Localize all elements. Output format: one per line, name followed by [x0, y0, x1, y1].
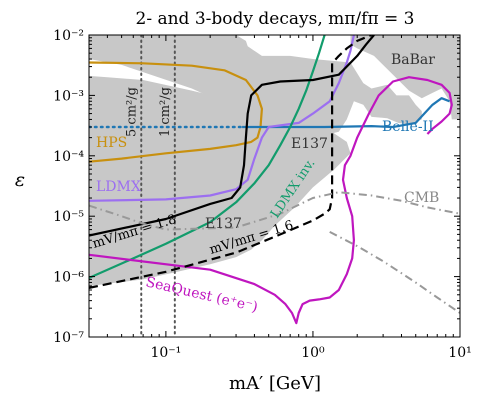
series-lines	[89, 35, 460, 325]
vertical-line-label-2: 1 cm²/g	[158, 87, 173, 137]
series-line-black-dashed	[89, 35, 372, 289]
plot-frame	[88, 34, 461, 338]
shaded-regions	[89, 35, 460, 287]
y-tick-label: 10⁻⁷	[53, 330, 84, 346]
x-tick-label: 10⁰	[301, 345, 325, 361]
annotation-ldmx: LDMX	[96, 179, 141, 195]
y-tick-label: 10⁻⁵	[53, 209, 84, 225]
vertical-lines	[140, 35, 176, 337]
y-tick-label: 10⁻²	[53, 28, 84, 44]
annotation-cmb: CMB	[404, 190, 439, 206]
x-tick-label: 10⁻¹	[150, 345, 181, 361]
x-axis-label: mA′ [GeV]	[229, 373, 321, 394]
annotation-belle-ii: Belle-II	[382, 119, 434, 135]
series-line-black-solid	[89, 35, 375, 237]
x-tick-label: 10¹	[448, 345, 471, 361]
y-tick-label: 10⁻⁴	[53, 149, 84, 165]
annotation-babar: BaBar	[391, 52, 435, 68]
series-line-cmb-lower	[329, 231, 460, 314]
axis-ticks: 10⁻¹ 10⁰ 10¹ 10⁻⁷ 10⁻⁶ 10⁻⁵ 10⁻⁴ 10⁻³ 10⁻²	[53, 28, 472, 361]
annotation-e137: E137	[205, 216, 242, 232]
annotation-e137: E137	[291, 136, 328, 152]
annotation-hps: HPS	[96, 135, 127, 151]
shaded-region-upper-band	[89, 35, 422, 136]
vertical-line-label-1: 5 cm²/g	[124, 87, 139, 137]
series-line-ldmx-inv-	[89, 35, 326, 279]
series-line-belle-ii	[242, 97, 450, 129]
series-line-seaquest-e-e-	[89, 76, 453, 325]
y-tick-label: 10⁻³	[53, 88, 84, 104]
chart-title: 2- and 3-body decays, mπ/fπ = 3	[136, 9, 415, 29]
y-axis-label: ε	[15, 169, 25, 191]
series-line-cmb	[89, 191, 460, 231]
y-tick-label: 10⁻⁶	[53, 270, 84, 286]
shaded-region-e137	[89, 75, 351, 287]
